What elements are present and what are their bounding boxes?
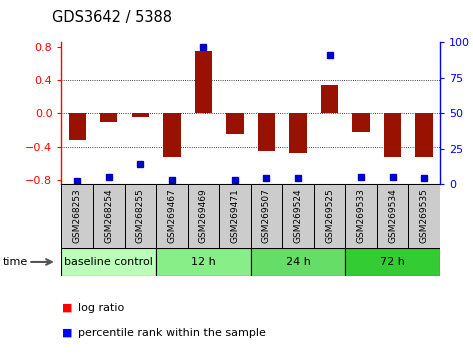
Text: 24 h: 24 h — [286, 257, 310, 267]
Bar — [219, 184, 251, 248]
Text: 72 h: 72 h — [380, 257, 405, 267]
Bar — [226, 113, 244, 134]
Bar — [282, 184, 314, 248]
Text: GSM269467: GSM269467 — [167, 189, 176, 243]
Bar — [156, 184, 188, 248]
Text: GSM268255: GSM268255 — [136, 189, 145, 243]
Bar — [314, 184, 345, 248]
Bar — [289, 113, 307, 153]
Bar — [352, 113, 370, 132]
Text: GSM269524: GSM269524 — [293, 189, 303, 243]
Bar — [69, 113, 86, 140]
Bar — [377, 184, 408, 248]
Text: 12 h: 12 h — [191, 257, 216, 267]
Text: GSM268253: GSM268253 — [73, 189, 82, 243]
Bar — [93, 184, 124, 248]
Bar — [61, 184, 93, 248]
Bar — [100, 113, 117, 122]
Bar — [163, 113, 181, 156]
Bar — [251, 184, 282, 248]
Text: GSM268254: GSM268254 — [104, 189, 114, 243]
Text: GSM269507: GSM269507 — [262, 188, 271, 244]
Text: GSM269469: GSM269469 — [199, 189, 208, 243]
Text: GDS3642 / 5388: GDS3642 / 5388 — [52, 10, 172, 25]
Bar — [345, 248, 440, 276]
Bar — [188, 184, 219, 248]
Bar — [124, 184, 156, 248]
Bar — [321, 85, 338, 113]
Text: percentile rank within the sample: percentile rank within the sample — [78, 328, 266, 338]
Text: GSM269525: GSM269525 — [325, 189, 334, 243]
Bar — [408, 184, 440, 248]
Text: ■: ■ — [61, 303, 72, 313]
Bar — [251, 248, 345, 276]
Text: GSM269534: GSM269534 — [388, 189, 397, 243]
Text: log ratio: log ratio — [78, 303, 124, 313]
Bar — [131, 113, 149, 118]
Bar — [61, 248, 156, 276]
Bar — [156, 248, 251, 276]
Text: GSM269533: GSM269533 — [357, 188, 366, 244]
Text: baseline control: baseline control — [64, 257, 153, 267]
Text: GSM269471: GSM269471 — [230, 189, 239, 243]
Bar — [384, 113, 401, 156]
Bar — [258, 113, 275, 151]
Bar — [195, 51, 212, 113]
Text: time: time — [2, 257, 27, 267]
Text: ■: ■ — [61, 328, 72, 338]
Bar — [345, 184, 377, 248]
Text: GSM269535: GSM269535 — [420, 188, 429, 244]
Bar — [415, 113, 433, 156]
